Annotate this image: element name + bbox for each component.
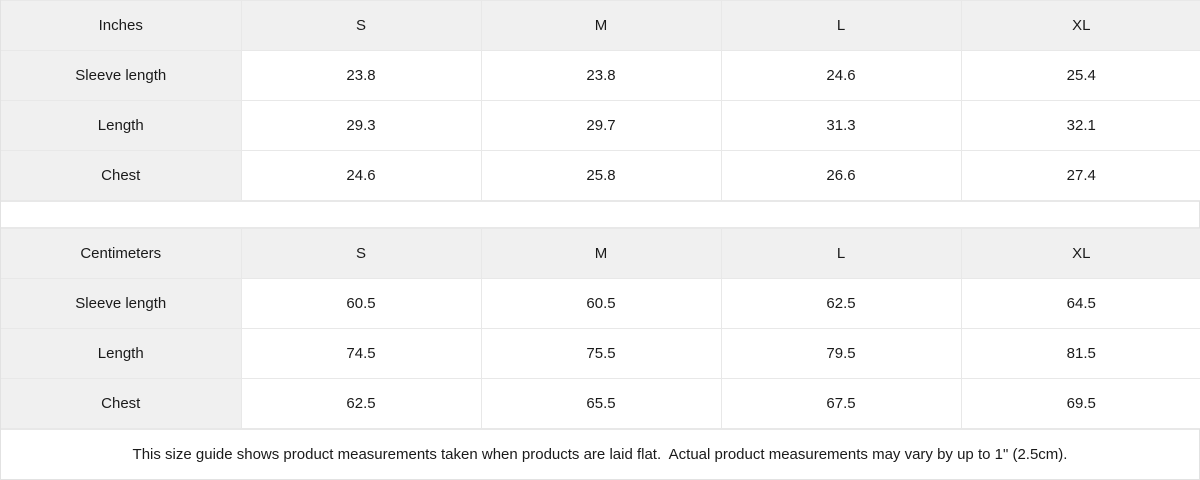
size-header-l: L	[721, 0, 962, 51]
measurement-label-length: Length	[1, 328, 242, 379]
measurement-value: 31.3	[721, 100, 962, 151]
measurement-label-chest: Chest	[1, 150, 242, 201]
measurement-value: 29.7	[481, 100, 722, 151]
measurement-value: 23.8	[481, 50, 722, 101]
measurement-value: 32.1	[961, 100, 1200, 151]
table-header-row: Inches S M L XL	[1, 0, 1200, 51]
measurement-value: 29.3	[241, 100, 482, 151]
measurement-value: 74.5	[241, 328, 482, 379]
table-row: Sleeve length 23.8 23.8 24.6 25.4	[1, 50, 1200, 101]
table-row: Chest 24.6 25.8 26.6 27.4	[1, 150, 1200, 201]
size-guide-footnote: This size guide shows product measuremen…	[1, 429, 1199, 479]
measurement-value: 81.5	[961, 328, 1200, 379]
size-table-centimeters: Centimeters S M L XL Sleeve length 60.5 …	[1, 228, 1200, 429]
measurement-value: 23.8	[241, 50, 482, 101]
measurement-value: 67.5	[721, 378, 962, 429]
size-header-m: M	[481, 0, 722, 51]
measurement-value: 75.5	[481, 328, 722, 379]
table-row: Sleeve length 60.5 60.5 62.5 64.5	[1, 278, 1200, 329]
measurement-value: 64.5	[961, 278, 1200, 329]
measurement-label-sleeve-length: Sleeve length	[1, 50, 242, 101]
measurement-label-sleeve-length: Sleeve length	[1, 278, 242, 329]
table-row: Length 74.5 75.5 79.5 81.5	[1, 328, 1200, 379]
table-row: Length 29.3 29.7 31.3 32.1	[1, 100, 1200, 151]
measurement-value: 27.4	[961, 150, 1200, 201]
table-spacer	[1, 201, 1199, 228]
measurement-value: 62.5	[241, 378, 482, 429]
measurement-value: 60.5	[241, 278, 482, 329]
measurement-value: 24.6	[721, 50, 962, 101]
measurement-value: 60.5	[481, 278, 722, 329]
size-header-s: S	[241, 0, 482, 51]
size-table-inches: Inches S M L XL Sleeve length 23.8 23.8 …	[1, 0, 1200, 201]
measurement-label-length: Length	[1, 100, 242, 151]
size-header-xl: XL	[961, 228, 1200, 279]
measurement-value: 25.8	[481, 150, 722, 201]
measurement-value: 79.5	[721, 328, 962, 379]
size-header-l: L	[721, 228, 962, 279]
measurement-value: 65.5	[481, 378, 722, 429]
size-header-s: S	[241, 228, 482, 279]
measurement-value: 26.6	[721, 150, 962, 201]
unit-label-centimeters: Centimeters	[1, 228, 242, 279]
measurement-value: 24.6	[241, 150, 482, 201]
table-header-row: Centimeters S M L XL	[1, 228, 1200, 279]
measurement-label-chest: Chest	[1, 378, 242, 429]
measurement-value: 25.4	[961, 50, 1200, 101]
measurement-value: 69.5	[961, 378, 1200, 429]
size-header-m: M	[481, 228, 722, 279]
size-header-xl: XL	[961, 0, 1200, 51]
table-row: Chest 62.5 65.5 67.5 69.5	[1, 378, 1200, 429]
measurement-value: 62.5	[721, 278, 962, 329]
unit-label-inches: Inches	[1, 0, 242, 51]
